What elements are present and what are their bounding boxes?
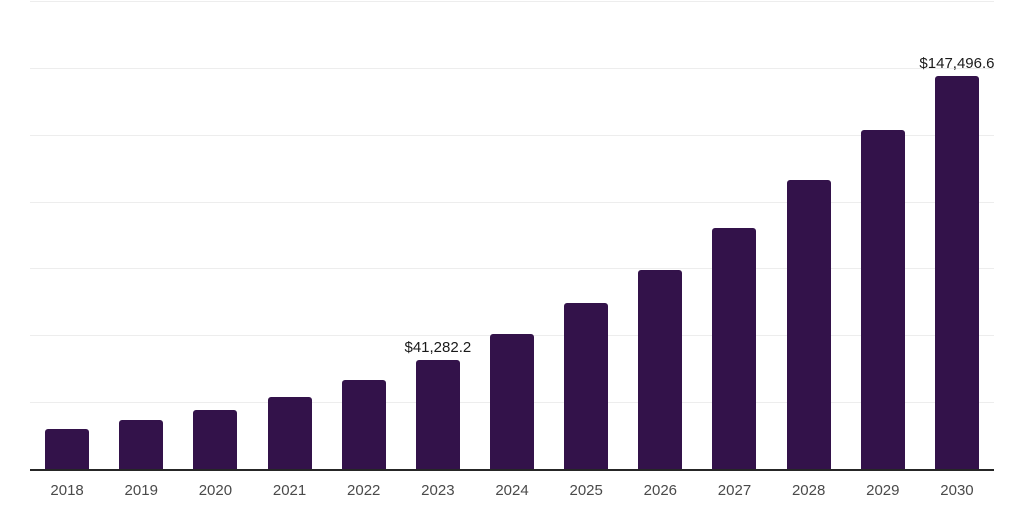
bar-slot-2024	[475, 2, 549, 470]
bar-2023: $41,282.2	[404, 340, 471, 470]
x-tick-label-2019: 2019	[124, 482, 158, 499]
bar-slot-2020	[178, 2, 252, 470]
x-tick-label-2018: 2018	[50, 482, 84, 499]
bar-slot-2021	[252, 2, 326, 470]
bar-2024	[490, 333, 535, 470]
x-tick-label-2025: 2025	[569, 482, 603, 499]
x-axis-line	[30, 469, 994, 471]
bar-2028	[786, 180, 831, 470]
bar-slot-2029	[846, 2, 920, 470]
x-tick-label-2029: 2029	[866, 482, 900, 499]
bar-2022	[341, 379, 386, 470]
bar-slot-2019	[104, 2, 178, 470]
bar-slot-2018	[30, 2, 104, 470]
x-tick-label-2023: 2023	[421, 482, 455, 499]
bar-2019	[119, 420, 164, 470]
x-tick-label-2020: 2020	[198, 482, 233, 499]
bar-2027	[712, 228, 757, 470]
bar-slot-2025	[549, 2, 623, 470]
bar-slot-2028	[772, 2, 846, 470]
gridline	[30, 201, 994, 203]
bar-slot-2027	[697, 2, 771, 470]
bar-2026	[638, 270, 683, 470]
x-tick-label-2022: 2022	[347, 482, 381, 499]
plot-area: $41,282.2 $147,496.6	[30, 1, 994, 471]
gridline	[30, 67, 994, 69]
bars-layer: $41,282.2 $147,496.6	[30, 2, 994, 470]
x-tick-label-2021: 2021	[272, 482, 307, 499]
x-tick-label-2027: 2027	[717, 482, 752, 499]
bar-slot-2026	[623, 2, 697, 470]
bar-2029	[860, 130, 905, 470]
value-label-2030: $147,496.6	[919, 54, 995, 72]
x-tick-label-2030: 2030	[940, 482, 974, 499]
x-tick-label-2024: 2024	[495, 482, 529, 499]
x-tick-label-2028: 2028	[791, 482, 826, 499]
bar-slot-2022	[327, 2, 401, 470]
bar-2018	[45, 428, 90, 470]
gridline	[30, 1, 994, 2]
gridline	[30, 268, 994, 270]
gridline	[30, 134, 994, 136]
x-tick-label-2026: 2026	[643, 482, 678, 499]
x-axis-labels: 2018 2019 2020 2021 2022 2023 2024 2025 2026 2027…	[30, 481, 994, 501]
bar-slot-2023: $41,282.2	[401, 2, 475, 470]
bar-2020	[193, 410, 238, 470]
bar-2021	[267, 396, 312, 470]
bar-2025	[564, 302, 609, 470]
value-label-2023: $41,282.2	[404, 338, 472, 356]
bar-2030: $147,496.6	[919, 56, 994, 470]
bar-slot-2030: $147,496.6	[919, 2, 994, 470]
